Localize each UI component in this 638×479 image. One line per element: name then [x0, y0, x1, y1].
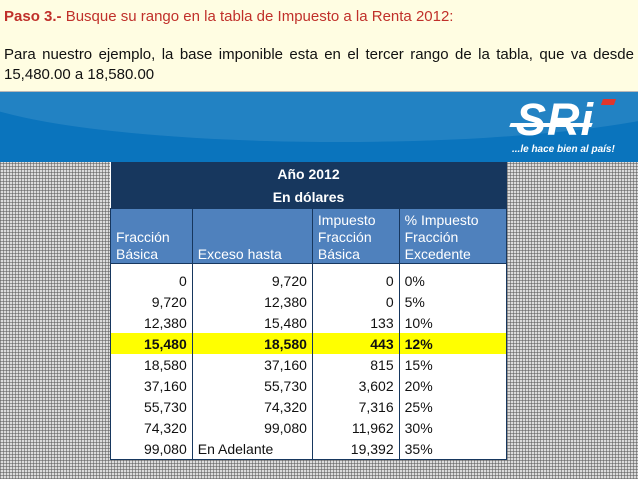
col-impuesto-excedente-cell: 35%	[398, 438, 508, 460]
table-row: 9,720 12,380 0 5%	[110, 291, 508, 312]
col-exceso-hasta-cell: En Adelante	[191, 438, 313, 460]
header-line: % Impuesto	[404, 212, 479, 228]
header-line: Fracción	[404, 229, 459, 245]
col-exceso-hasta-header: Exceso hasta	[191, 208, 313, 264]
col-fraccion-basica-cell: 15,480	[110, 333, 193, 354]
header-line: Impuesto	[317, 212, 376, 228]
col-fraccion-basica-cell: 18,580	[110, 354, 193, 375]
col-fraccion-basica-header: Fracción Básica	[110, 208, 193, 264]
table-title-year: Año 2012	[110, 162, 507, 185]
col-fraccion-basica-cell: 37,160	[110, 375, 193, 396]
col-impuesto-excedente-cell: 20%	[398, 375, 508, 396]
col-impuesto-fraccion-basica-cell: 19,392	[311, 438, 400, 460]
col-impuesto-fraccion-basica-cell: 7,316	[311, 396, 400, 417]
col-impuesto-excedente-cell: 30%	[398, 417, 508, 438]
col-impuesto-fraccion-basica-cell: 0	[311, 291, 400, 312]
col-exceso-hasta-cell: 12,380	[191, 291, 313, 312]
sri-banner	[0, 92, 638, 162]
col-impuesto-excedente-header: % Impuesto Fracción Excedente	[398, 208, 508, 264]
col-impuesto-excedente-cell: 15%	[398, 354, 508, 375]
col-fraccion-basica-cell: 12,380	[110, 312, 193, 333]
col-impuesto-excedente-cell: 5%	[398, 291, 508, 312]
sri-logo: SRi	[509, 94, 617, 145]
col-exceso-hasta-cell: 15,480	[191, 312, 313, 333]
col-impuesto-excedente-cell: 0%	[398, 270, 508, 291]
col-exceso-hasta-cell: 37,160	[191, 354, 313, 375]
col-exceso-hasta-cell: 9,720	[191, 270, 313, 291]
example-paragraph: Para nuestro ejemplo, la base imponible …	[4, 46, 634, 83]
tax-table: Año 2012 En dólares Fracción Básica Exceso…	[110, 162, 508, 460]
table-row-highlighted: 15,480 18,580 443 12%	[110, 333, 508, 354]
header-line: Básica	[317, 246, 360, 262]
col-fraccion-basica-cell: 74,320	[110, 417, 193, 438]
col-fraccion-basica-cell: 55,730	[110, 396, 193, 417]
header-line: Excedente	[404, 246, 471, 262]
table-row: 37,160 55,730 3,602 20%	[110, 375, 508, 396]
sri-slogan: ...le hace bien al país!	[512, 144, 615, 155]
col-exceso-hasta-cell: 74,320	[191, 396, 313, 417]
table-title-currency: En dólares	[110, 185, 507, 209]
table-row: 99,080 En Adelante 19,392 35%	[110, 438, 508, 460]
col-impuesto-excedente-cell: 10%	[398, 312, 508, 333]
header-line: Exceso hasta	[197, 246, 282, 262]
header-line: Fracción	[317, 229, 372, 245]
col-fraccion-basica-cell: 99,080	[110, 438, 193, 460]
table-row: 55,730 74,320 7,316 25%	[110, 396, 508, 417]
logo-dot-icon	[600, 99, 617, 105]
col-impuesto-fraccion-basica-cell: 815	[311, 354, 400, 375]
step-heading: Paso 3.- Busque su rango en la tabla de …	[4, 8, 453, 25]
col-exceso-hasta-cell: 18,580	[191, 333, 313, 354]
step-text: Busque su rango en la tabla de Impuesto …	[65, 8, 454, 25]
col-impuesto-fraccion-basica-cell: 0	[311, 270, 400, 291]
col-impuesto-fraccion-basica-header: Impuesto Fracción Básica	[311, 208, 400, 264]
col-impuesto-fraccion-basica-cell: 11,962	[311, 417, 400, 438]
header-line: Fracción	[116, 229, 170, 245]
sri-logo-text: SRi	[516, 94, 595, 145]
col-impuesto-fraccion-basica-cell: 133	[311, 312, 400, 333]
header-line: Básica	[116, 246, 159, 262]
table-row: 74,320 99,080 11,962 30%	[110, 417, 508, 438]
col-impuesto-excedente-cell: 25%	[398, 396, 508, 417]
col-impuesto-excedente-cell: 12%	[398, 333, 508, 354]
instruction-panel: Paso 3.- Busque su rango en la tabla de …	[0, 0, 638, 92]
col-impuesto-fraccion-basica-cell: 3,602	[311, 375, 400, 396]
col-exceso-hasta-cell: 99,080	[191, 417, 313, 438]
step-number: Paso 3.-	[4, 8, 62, 25]
table-row: 12,380 15,480 133 10%	[110, 312, 508, 333]
col-fraccion-basica-cell: 0	[110, 270, 193, 291]
col-exceso-hasta-cell: 55,730	[191, 375, 313, 396]
col-fraccion-basica-cell: 9,720	[110, 291, 193, 312]
col-impuesto-fraccion-basica-cell: 443	[311, 333, 400, 354]
table-row: 0 9,720 0 0%	[110, 270, 508, 291]
table-row: 18,580 37,160 815 15%	[110, 354, 508, 375]
